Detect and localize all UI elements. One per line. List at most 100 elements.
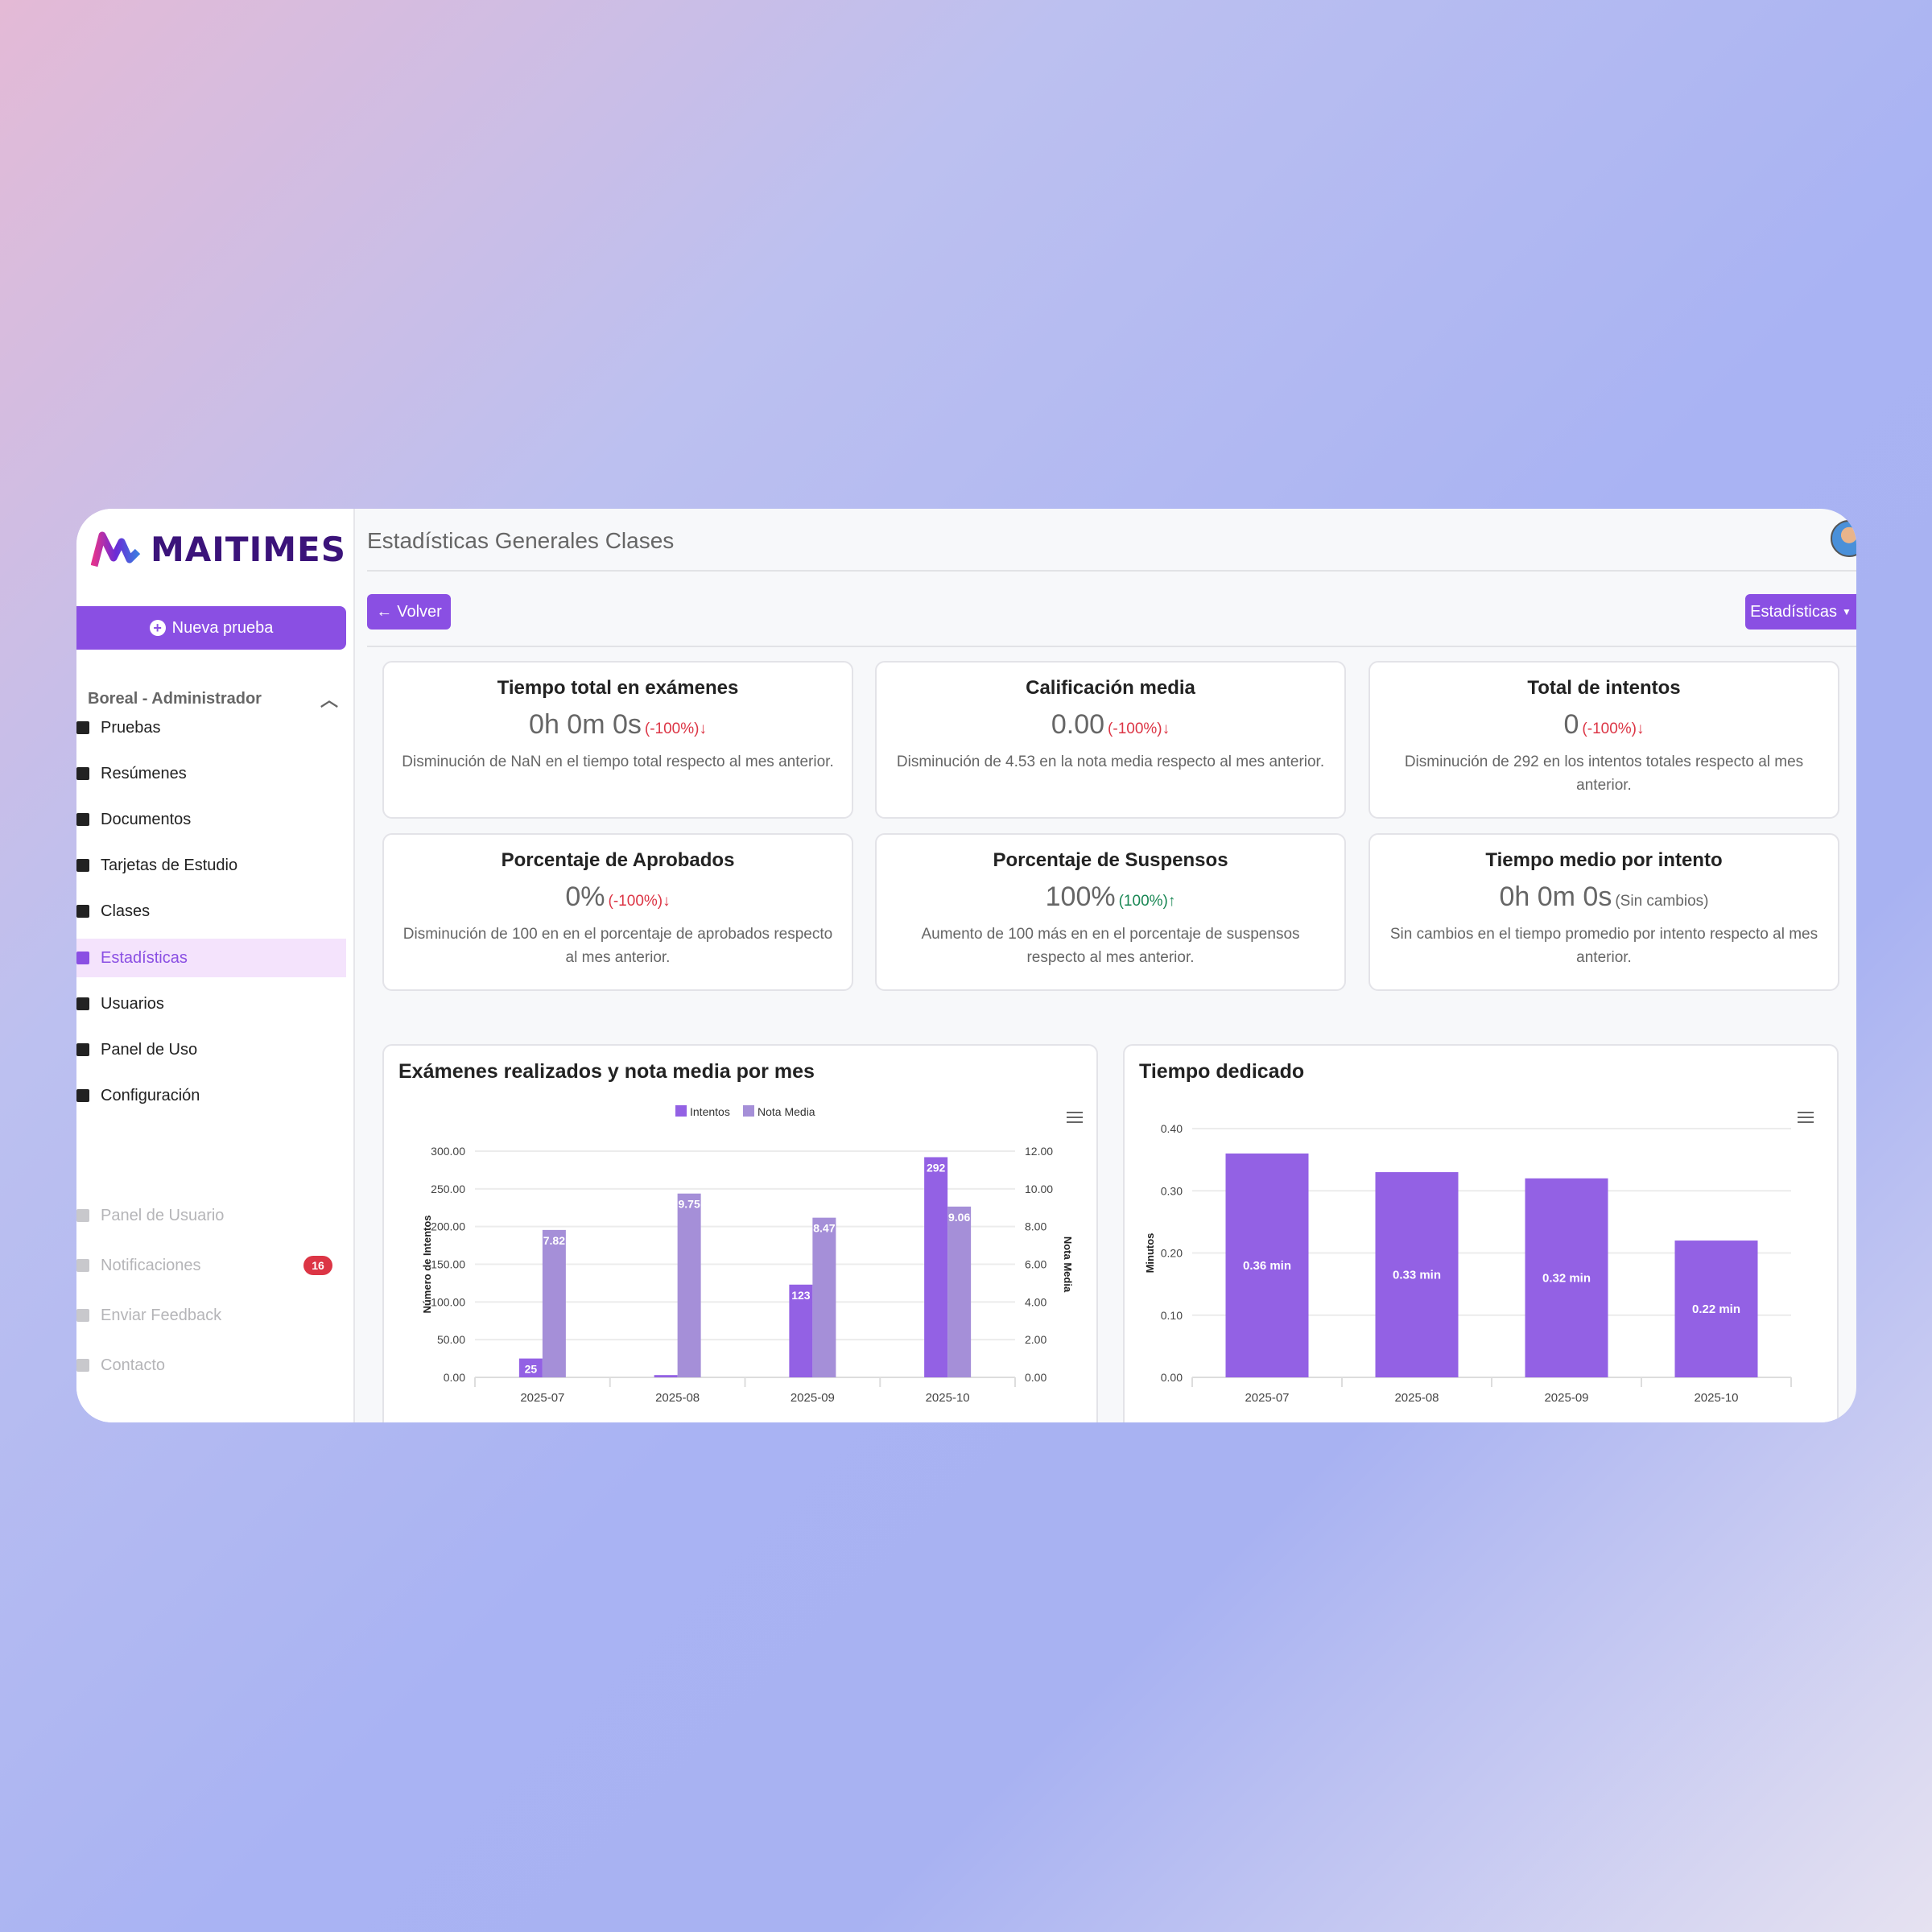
- data-label: 0.33 min: [1393, 1269, 1441, 1282]
- notification-badge: 16: [303, 1256, 332, 1275]
- legend-label: Nota Media: [758, 1105, 815, 1118]
- chart-title: Tiempo dedicado: [1139, 1060, 1305, 1083]
- new-test-label: Nueva prueba: [171, 618, 274, 637]
- sidebar-item-tarjetas-de-estudio[interactable]: Tarjetas de Estudio: [76, 846, 346, 885]
- sidebar-item-label: Contacto: [101, 1356, 166, 1374]
- stat-title: Total de intentos: [1527, 677, 1681, 699]
- paper-plane-icon: [76, 1309, 89, 1322]
- stat-change: (-100%)↓: [1582, 720, 1645, 737]
- stat-title: Porcentaje de Aprobados: [501, 849, 735, 871]
- sidebar-item-resúmenes[interactable]: Resúmenes: [76, 754, 346, 793]
- sidebar: MAITIMES + Nueva prueba Boreal - Administ…: [76, 509, 355, 1422]
- y-tick-label: 250.00: [431, 1183, 465, 1195]
- chart-title: Exámenes realizados y nota media por mes: [398, 1060, 815, 1083]
- sidebar-item-pruebas[interactable]: Pruebas: [76, 708, 346, 747]
- y2-tick-label: 10.00: [1025, 1183, 1053, 1195]
- y-tick-label: 0.00: [444, 1371, 465, 1384]
- stat-card: Tiempo total en exámenes 0h 0m 0s (-100%)…: [382, 661, 853, 819]
- stat-title: Tiempo total en exámenes: [497, 677, 739, 699]
- stat-description: Sin cambios en el tiempo promedio por in…: [1389, 926, 1818, 966]
- data-label: 9.06: [948, 1211, 970, 1224]
- divider: [367, 570, 1856, 572]
- chart-attempts-grade: Exámenes realizados y nota media por mes…: [382, 1044, 1098, 1422]
- data-label: 25: [525, 1363, 538, 1376]
- envelope-icon: [76, 1359, 89, 1372]
- new-test-button[interactable]: + Nueva prueba: [76, 606, 346, 650]
- stat-change: (Sin cambios): [1615, 893, 1709, 910]
- sidebar-item-label: Pruebas: [101, 718, 161, 737]
- bar-intentos: [789, 1284, 813, 1377]
- stat-title: Tiempo medio por intento: [1485, 849, 1723, 871]
- stat-value: 0h 0m 0s: [1499, 881, 1612, 912]
- stat-value: 100%: [1045, 881, 1116, 912]
- gear-icon: [76, 1089, 89, 1102]
- bar-nota-media: [812, 1217, 836, 1377]
- back-label: Volver: [397, 602, 442, 621]
- logo[interactable]: MAITIMES: [91, 530, 346, 569]
- stat-card: Porcentaje de Suspensos 100% (100%)↑ Aume…: [875, 833, 1346, 991]
- sidebar-item-estadísticas[interactable]: Estadísticas: [76, 939, 346, 977]
- y-tick-label: 0.20: [1161, 1247, 1183, 1260]
- statistics-dropdown[interactable]: Estadísticas ▼: [1745, 594, 1856, 630]
- stat-change: (-100%)↓: [608, 893, 671, 910]
- sidebar-item-label: Clases: [101, 902, 151, 920]
- stat-card: Total de intentos 0 (-100%)↓ Disminución …: [1368, 661, 1839, 819]
- sidebar-item-clases[interactable]: Clases: [76, 892, 346, 931]
- legend-swatch: [743, 1105, 754, 1117]
- back-button[interactable]: ← Volver: [367, 594, 451, 630]
- avatar[interactable]: [1831, 520, 1856, 557]
- sidebar-item-panel-de-uso[interactable]: Panel de Uso: [76, 1030, 346, 1069]
- sidebar-item-documentos[interactable]: Documentos: [76, 800, 346, 839]
- x-tick-label: 2025-09: [1544, 1391, 1588, 1405]
- sidebar-item-label: Estadísticas: [101, 948, 188, 967]
- sidebar-item-usuarios[interactable]: Usuarios: [76, 985, 346, 1023]
- bar-nota-media: [677, 1193, 701, 1377]
- group-toggle[interactable]: Boreal - Administrador ︿: [76, 686, 346, 712]
- y-tick-label: 200.00: [431, 1220, 465, 1233]
- stat-title: Calificación media: [1026, 677, 1195, 699]
- logo-icon: [91, 531, 141, 567]
- cards-icon: [76, 859, 89, 872]
- legend-swatch: [675, 1105, 687, 1117]
- main-content: Estadísticas Generales Clases ← Volver Es…: [355, 509, 1856, 1422]
- stat-description: Disminución de 100 en en el porcentaje d…: [402, 926, 833, 966]
- y2-axis-label: Nota Media: [1062, 1236, 1074, 1293]
- x-tick-label: 2025-07: [1245, 1391, 1289, 1405]
- user-icon: [76, 997, 89, 1010]
- sidebar-footer-panel-de-usuario[interactable]: Panel de Usuario: [76, 1196, 346, 1235]
- data-label: 8.47: [813, 1222, 835, 1235]
- stat-card: Porcentaje de Aprobados 0% (-100%)↓ Dismi…: [382, 833, 853, 991]
- arrow-left-icon: ←: [376, 602, 393, 621]
- bar-nota-media: [542, 1229, 566, 1377]
- sidebar-footer-notificaciones[interactable]: Notificaciones 16: [76, 1246, 346, 1285]
- users-group-icon: [76, 905, 89, 918]
- chart-menu-icon[interactable]: [1067, 1112, 1083, 1126]
- sidebar-footer-contacto[interactable]: Contacto: [76, 1346, 346, 1385]
- chart-menu-icon[interactable]: [1798, 1112, 1814, 1126]
- stat-change: (-100%)↓: [644, 720, 707, 737]
- dashboard-icon: [76, 1043, 89, 1056]
- stat-description: Disminución de 292 en los intentos total…: [1404, 753, 1804, 794]
- page-title: Estadísticas Generales Clases: [367, 528, 675, 553]
- keyboard-icon: [76, 1209, 89, 1222]
- x-tick-label: 2025-08: [655, 1391, 700, 1405]
- stat-title: Porcentaje de Suspensos: [993, 849, 1228, 871]
- sidebar-footer-enviar-feedback[interactable]: Enviar Feedback: [76, 1296, 346, 1335]
- bar-chart-icon: [76, 952, 89, 964]
- plus-circle-icon: +: [149, 620, 166, 636]
- y-axis-label: Número de Intentos: [421, 1215, 433, 1313]
- sidebar-item-label: Panel de Usuario: [101, 1206, 225, 1224]
- x-tick-label: 2025-09: [791, 1391, 835, 1405]
- sidebar-item-label: Documentos: [101, 810, 192, 828]
- brand-name: MAITIMES: [151, 530, 346, 569]
- stat-description: Disminución de 4.53 en la nota media res…: [896, 753, 1325, 770]
- sidebar-item-configuración[interactable]: Configuración: [76, 1076, 346, 1115]
- data-label: 123: [791, 1289, 811, 1302]
- y-tick-label: 300.00: [431, 1145, 465, 1158]
- stat-value: 0%: [565, 881, 605, 912]
- bar-value: [1674, 1241, 1758, 1377]
- data-label: 0.32 min: [1542, 1271, 1591, 1285]
- sidebar-item-label: Notificaciones: [101, 1256, 201, 1274]
- y2-tick-label: 8.00: [1025, 1220, 1046, 1233]
- statistics-dropdown-label: Estadísticas: [1750, 602, 1837, 621]
